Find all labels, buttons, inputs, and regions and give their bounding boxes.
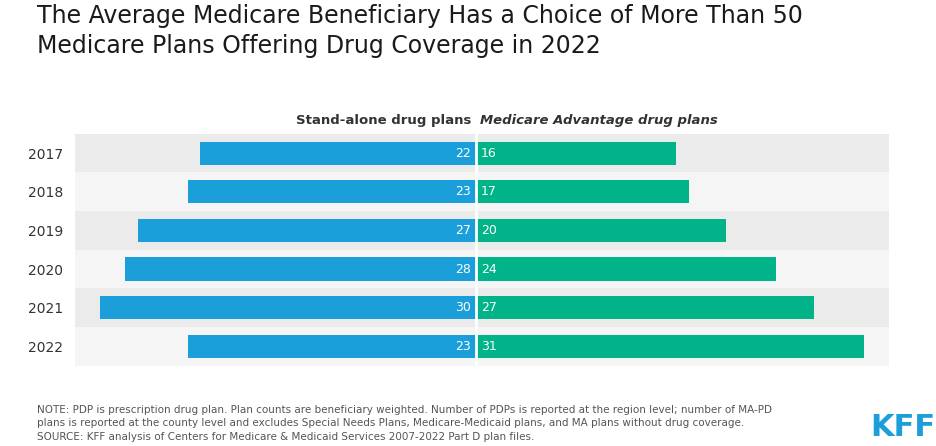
Bar <box>75 327 889 366</box>
Text: Stand-alone drug plans: Stand-alone drug plans <box>296 114 471 127</box>
Text: 24: 24 <box>481 263 496 276</box>
Text: 27: 27 <box>455 224 471 237</box>
Bar <box>475 141 676 165</box>
Bar <box>200 141 475 165</box>
Text: Medicare Advantage drug plans: Medicare Advantage drug plans <box>480 114 718 127</box>
Bar <box>187 335 475 358</box>
Bar <box>75 289 889 327</box>
Bar <box>138 219 475 242</box>
Text: 20: 20 <box>481 224 497 237</box>
Text: 17: 17 <box>481 185 497 198</box>
Bar <box>475 180 689 203</box>
Bar <box>475 219 726 242</box>
Text: 30: 30 <box>455 301 471 314</box>
Text: 27: 27 <box>481 301 497 314</box>
Text: 23: 23 <box>455 185 471 198</box>
Text: 23: 23 <box>455 340 471 353</box>
Text: 22: 22 <box>455 147 471 160</box>
Bar <box>75 134 889 173</box>
Text: KFF: KFF <box>870 413 936 442</box>
Bar <box>475 257 777 281</box>
Text: NOTE: PDP is prescription drug plan. Plan counts are beneficiary weighted. Numbe: NOTE: PDP is prescription drug plan. Pla… <box>37 405 772 442</box>
Bar <box>75 173 889 211</box>
Bar <box>75 250 889 289</box>
Text: The Average Medicare Beneficiary Has a Choice of More Than 50
Medicare Plans Off: The Average Medicare Beneficiary Has a C… <box>37 4 803 58</box>
Bar <box>475 335 864 358</box>
Bar <box>125 257 475 281</box>
Text: 16: 16 <box>481 147 496 160</box>
Bar <box>187 180 475 203</box>
Bar <box>475 296 814 319</box>
Text: 28: 28 <box>455 263 471 276</box>
Bar <box>100 296 475 319</box>
Text: 31: 31 <box>481 340 496 353</box>
Bar <box>75 211 889 250</box>
